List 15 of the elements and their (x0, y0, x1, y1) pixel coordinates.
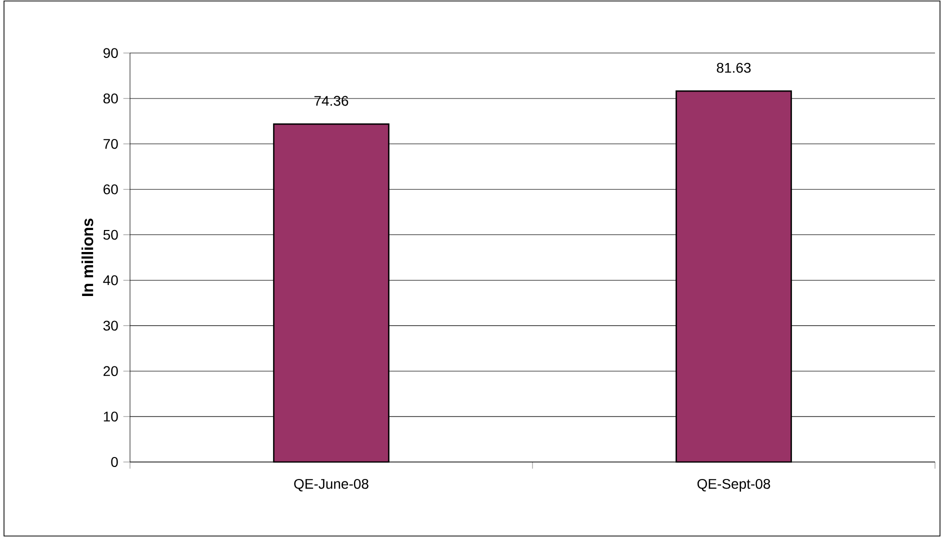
y-tick-label: 10 (104, 412, 118, 422)
y-axis-title: In millions (81, 218, 94, 296)
x-tick-label: QE-June-08 (294, 478, 368, 492)
y-tick-label: 90 (103, 48, 118, 58)
y-tick-label: 60 (104, 184, 118, 194)
y-tick-label: 0 (111, 457, 118, 467)
y-tick-label: 70 (104, 138, 118, 149)
y-tick-label: 20 (104, 366, 118, 376)
data-label: 81.63 (716, 62, 751, 73)
x-tick-label: QE-Sept-08 (697, 478, 770, 492)
y-tick-label: 40 (103, 275, 118, 286)
y-tick-label: 50 (103, 230, 118, 240)
y-tick-label: 80 (103, 94, 118, 104)
y-tick-label: 30 (103, 320, 118, 331)
data-label: 74.36 (314, 96, 348, 106)
